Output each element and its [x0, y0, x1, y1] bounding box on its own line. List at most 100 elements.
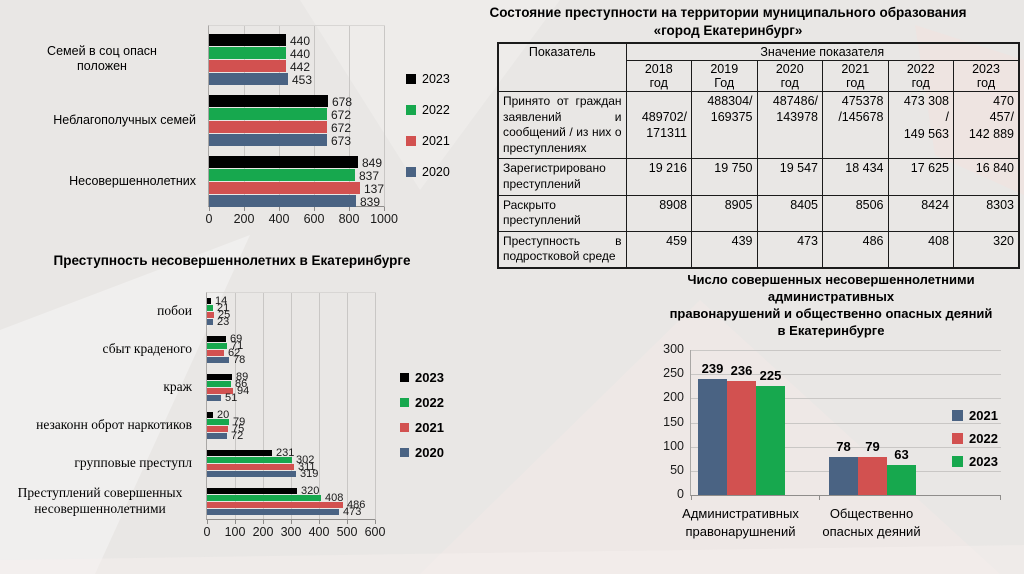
x-tick-label: 800 [338, 212, 360, 226]
row-label: Принято от граждан заявлений и сообщений… [497, 90, 627, 160]
header-year: 2018 год [625, 60, 692, 92]
category-label: Административных правонарушнений [682, 506, 799, 539]
x-tick-mark [207, 520, 208, 524]
legend-label: 2020 [422, 165, 450, 179]
x-tick-label: 0 [205, 212, 213, 226]
bar-2021 [207, 312, 214, 318]
bar-value-label: 231 [276, 447, 295, 459]
gridline [263, 293, 264, 519]
x-tick-mark [244, 207, 245, 211]
bar-2021 [207, 426, 228, 432]
legend-swatch-2020 [406, 167, 416, 177]
legend-swatch-2021 [406, 136, 416, 146]
x-tick-label: 500 [336, 525, 358, 539]
bar-2022 [209, 169, 355, 181]
bar-value-label: 239 [701, 361, 724, 376]
bar-2023 [887, 465, 916, 495]
year-header-row: 2018 год 2019 Год 2020 год 2021 год 2022 год… [498, 60, 1020, 92]
bar-value-label: 86 [235, 378, 248, 390]
legend-swatch-2022 [400, 398, 409, 407]
legend-item-2022: 2022 [952, 431, 998, 446]
bar-value-label: 320 [301, 485, 320, 497]
bar-2023 [207, 412, 213, 418]
cell-value: 473 308 / 149 563 [887, 90, 954, 160]
x-tick-label: 400 [308, 525, 330, 539]
header-year: 2020 год [756, 60, 823, 92]
gridline [691, 374, 1001, 375]
bar-2021 [207, 502, 343, 508]
cell-value: 8424 [887, 194, 954, 232]
cell-value: 8303 [953, 194, 1020, 232]
category-label: Неблагополучных семей [53, 112, 196, 127]
legend-label: 2023 [415, 370, 444, 385]
cell-value: 8405 [756, 194, 823, 232]
bar-2022 [207, 419, 229, 425]
bar-value-label: 14 [215, 295, 228, 307]
category-label: Несовершеннолетних [69, 173, 196, 188]
legend-label: 2022 [422, 103, 450, 117]
bar-2020 [207, 433, 227, 439]
cell-value: 19 216 [625, 158, 692, 196]
x-tick-mark [279, 207, 280, 211]
table-head: Показатель Значение показателя 2018 год 201… [497, 42, 1020, 92]
cell-value: 8905 [691, 194, 758, 232]
bar-value-label: 837 [359, 169, 380, 183]
x-tick-mark [1000, 496, 1001, 500]
bar-2022 [207, 343, 227, 349]
bar-value-label: 78 [836, 439, 851, 454]
bar-2020 [209, 73, 288, 85]
bar-value-label: 94 [237, 385, 250, 397]
cell-value: 8506 [822, 194, 889, 232]
cell-value: 459 [625, 230, 692, 269]
legend-swatch-2022 [406, 105, 416, 115]
category-label: краж [163, 378, 192, 394]
bar-value-label: 408 [325, 492, 344, 504]
legend-item-2023: 2023 [406, 72, 450, 86]
bar-value-label: 302 [296, 454, 315, 466]
x-tick-label: 100 [224, 525, 246, 539]
header-row: Показатель Значение показателя [497, 42, 1020, 92]
bar-2023 [207, 298, 211, 304]
bar-value-label: 236 [730, 363, 753, 378]
cell-value: 17 625 [887, 158, 954, 196]
bar-value-label: 75 [232, 423, 245, 435]
bar-2020 [209, 195, 356, 207]
crime-statistics-table: Показатель Значение показателя 2018 год 201… [497, 42, 1020, 269]
bar-value-label: 79 [233, 416, 246, 428]
bar-value-label: 839 [360, 195, 381, 209]
cell-value: 8908 [625, 194, 692, 232]
legend-label: 2023 [969, 454, 998, 469]
bar-2022 [727, 381, 756, 495]
x-tick-mark [375, 520, 376, 524]
x-tick-mark [347, 520, 348, 524]
category-label: групповые преступл [74, 454, 192, 470]
bar-value-label: 62 [228, 347, 241, 359]
bar-value-label: 678 [332, 95, 353, 109]
bar-value-label: 23 [217, 316, 230, 328]
plot-area: 440 440 442 453 678 672 672 673 849 837 137 839 0 200… [206, 25, 398, 226]
bar-2021 [207, 464, 294, 470]
x-tick-label: 600 [364, 525, 386, 539]
legend-swatch-2023 [406, 74, 416, 84]
row-label: Раскрыто преступлений [497, 194, 627, 232]
bar-value-label: 51 [225, 392, 238, 404]
bar-value-label: 25 [218, 309, 231, 321]
x-tick-mark [209, 207, 210, 211]
juvenile-crime-chart-title: Преступность несовершеннолетних в Екатер… [53, 253, 411, 268]
cell-value: 475378 /145678 [822, 90, 889, 160]
legend-item-2020: 2020 [406, 165, 450, 179]
bar-2021 [209, 121, 327, 133]
bar-value-label: 672 [331, 108, 352, 122]
header-year: 2023 год [953, 60, 1020, 92]
bar-2021 [209, 60, 286, 72]
x-tick-mark [291, 520, 292, 524]
table-body: Принято от граждан заявлений и сообщений… [497, 90, 1020, 269]
legend-swatch-2023 [400, 373, 409, 382]
bar-value-label: 442 [290, 60, 311, 74]
x-tick-mark [314, 207, 315, 211]
bar-value-label: 319 [300, 468, 319, 480]
gridline [235, 293, 236, 519]
legend-swatch-2022 [952, 433, 963, 444]
cell-value: 470 457/ 142 889 [953, 90, 1020, 160]
legend-label: 2021 [969, 408, 998, 423]
